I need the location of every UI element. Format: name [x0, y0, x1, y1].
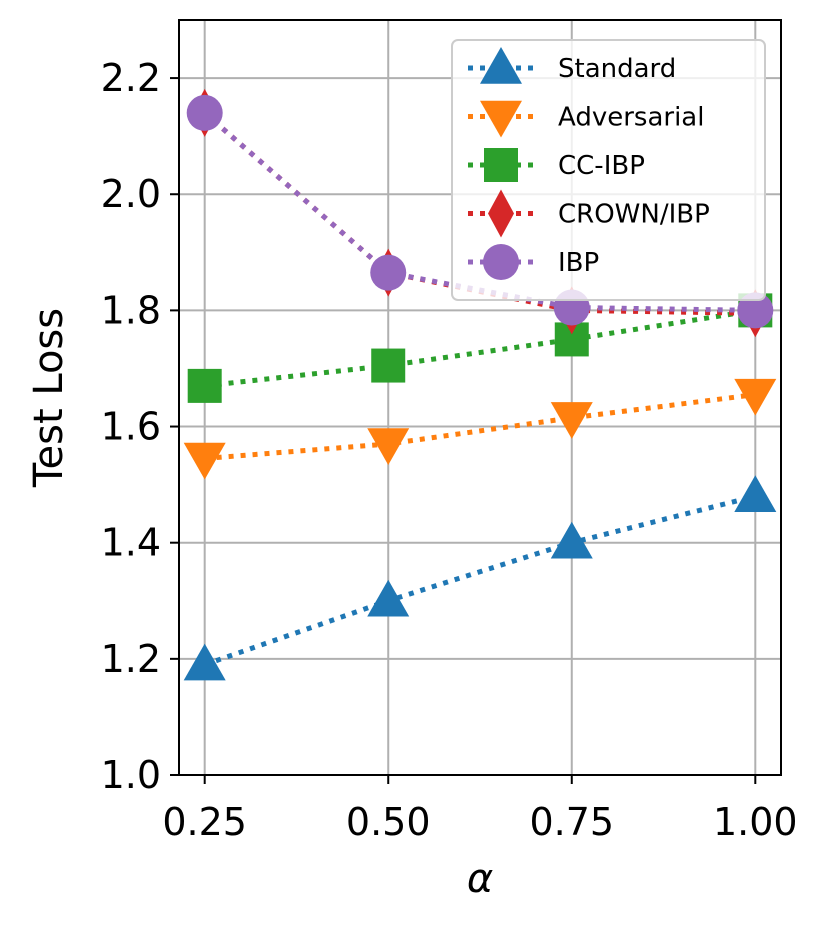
data-point-cc-ibp	[371, 348, 406, 383]
y-tick-label: 1.0	[101, 753, 161, 797]
data-point-standard	[183, 643, 226, 681]
legend-marker	[480, 47, 522, 84]
x-tick-label: 0.50	[346, 800, 431, 844]
legend: Standard Adversarial CC-IBP CROWN/IBP IBP	[451, 39, 766, 301]
data-point-cc-ibp	[187, 368, 222, 403]
data-point-adversarial	[367, 428, 410, 465]
legend-label: CC-IBP	[558, 151, 645, 181]
x-tick-label: 0.75	[529, 800, 614, 844]
data-point-ibp	[737, 292, 774, 329]
x-tick-label: 0.25	[162, 800, 247, 844]
data-point-standard	[734, 475, 777, 512]
series-line-standard	[203, 493, 756, 668]
data-point-standard	[550, 521, 593, 559]
y-tick-label: 1.4	[101, 521, 161, 565]
y-tick-label: 1.2	[101, 637, 161, 681]
data-point-adversarial	[183, 442, 226, 480]
data-point-standard	[367, 579, 410, 617]
legend-label: Standard	[558, 54, 676, 84]
legend-item-ibp: IBP	[468, 244, 599, 280]
series-group	[183, 88, 777, 681]
legend-item-adversarial: Adversarial	[468, 100, 704, 138]
legend-marker	[488, 189, 514, 238]
x-tick-label: 1.00	[713, 800, 798, 844]
legend-item-cc-ibp: CC-IBP	[468, 148, 645, 182]
axis-ticks: 0.25 0.50 0.75 1.00 1.0 1.2 1.4 1.6 1.8 2.0 2.2	[101, 56, 798, 844]
legend-item-standard: Standard	[468, 47, 676, 84]
data-point-adversarial	[734, 378, 777, 416]
y-tick-label: 2.0	[101, 172, 161, 216]
y-axis-label: Test Loss	[26, 308, 72, 488]
legend-item-crown-ibp: CROWN/IBP	[468, 189, 710, 238]
legend-marker	[480, 100, 522, 138]
series-adversarial	[183, 378, 777, 480]
y-tick-label: 1.6	[101, 405, 161, 449]
plot-frame	[178, 19, 782, 776]
x-axis-label: α	[467, 856, 493, 902]
legend-marker	[483, 244, 519, 280]
series-standard	[183, 475, 777, 681]
legend-box	[451, 39, 766, 301]
legend-marker	[484, 148, 518, 182]
data-point-ibp	[186, 94, 223, 131]
data-point-ibp	[370, 254, 407, 291]
series-line-adversarial	[204, 392, 756, 461]
legend-label: CROWN/IBP	[558, 200, 710, 230]
series-line-cc-ibp	[204, 307, 756, 389]
data-point-adversarial	[550, 402, 593, 439]
y-tick-label: 2.2	[101, 56, 161, 100]
legend-label: IBP	[558, 248, 599, 278]
y-tick-label: 1.8	[101, 288, 161, 332]
legend-label: Adversarial	[558, 103, 704, 133]
